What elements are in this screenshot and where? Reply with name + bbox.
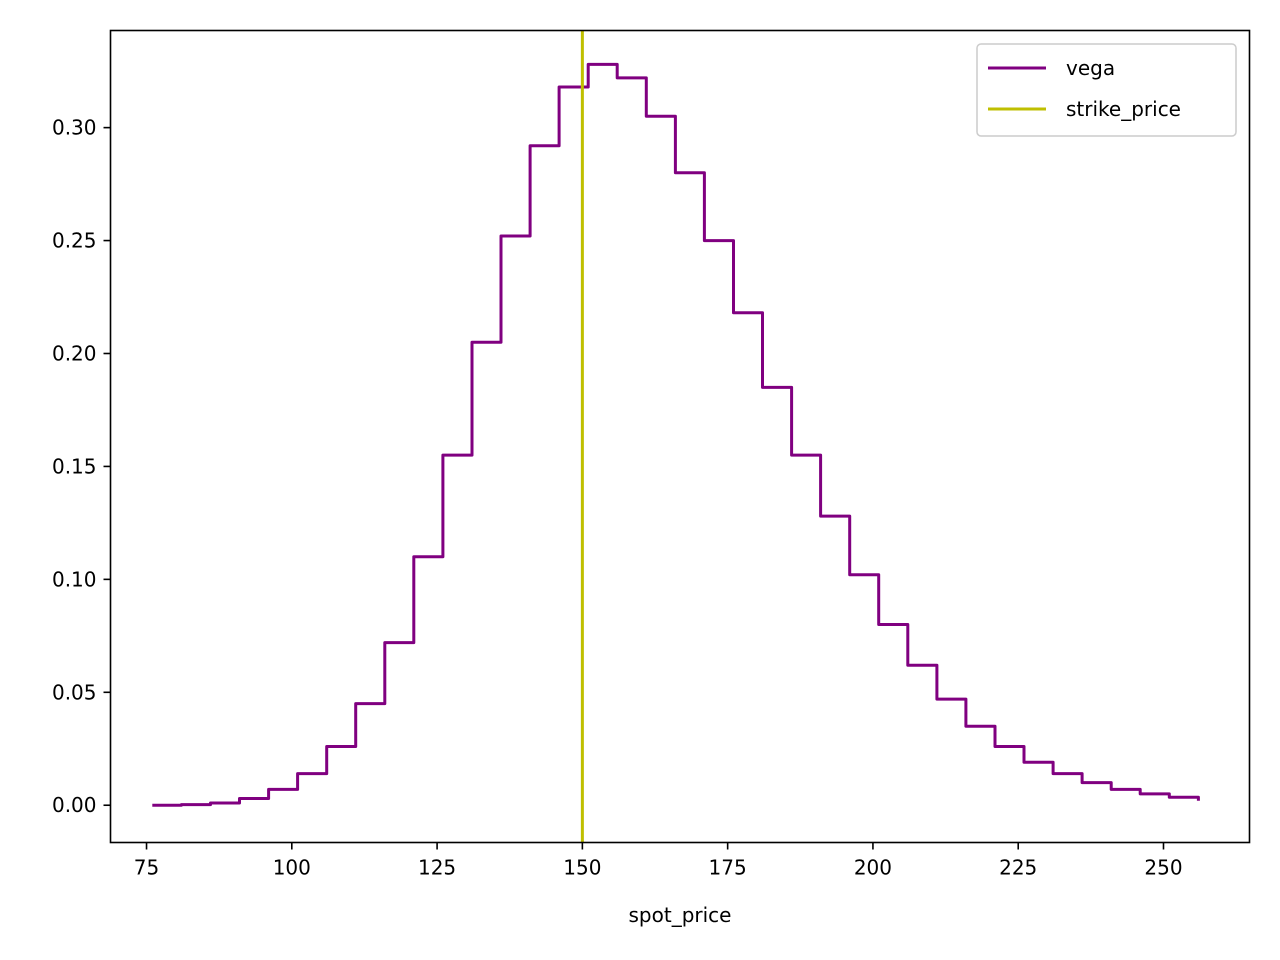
plot-area <box>152 30 1200 843</box>
x-tick-label: 75 <box>134 856 159 880</box>
y-tick-label: 0.10 <box>52 567 97 591</box>
axes-frame <box>109 29 1251 844</box>
y-tick-label: 0.15 <box>52 454 97 478</box>
x-tick-label: 125 <box>418 856 456 880</box>
y-tick-label: 0.05 <box>52 680 97 704</box>
legend-label-strike_price: strike_price <box>1066 97 1181 121</box>
y-tick-label: 0.25 <box>52 229 97 253</box>
y-tick-label: 0.30 <box>52 116 97 140</box>
x-tick-label: 225 <box>999 856 1037 880</box>
x-tick-label: 150 <box>563 856 601 880</box>
y-tick-label: 0.20 <box>52 341 97 365</box>
legend-label-vega: vega <box>1066 56 1115 80</box>
x-tick-label: 175 <box>709 856 747 880</box>
x-tick-label: 250 <box>1144 856 1182 880</box>
series-line-vega <box>152 62 1200 807</box>
x-axis: 75 100 125 150 175 200 225 250 <box>134 842 1183 880</box>
y-axis: 0.00 0.05 0.10 0.15 0.20 0.25 0.30 <box>52 116 111 817</box>
x-tick-label: 100 <box>273 856 311 880</box>
y-tick-label: 0.00 <box>52 793 97 817</box>
x-tick-label: 200 <box>854 856 892 880</box>
legend: vega strike_price <box>976 43 1237 137</box>
x-axis-label: spot_price <box>629 903 732 927</box>
